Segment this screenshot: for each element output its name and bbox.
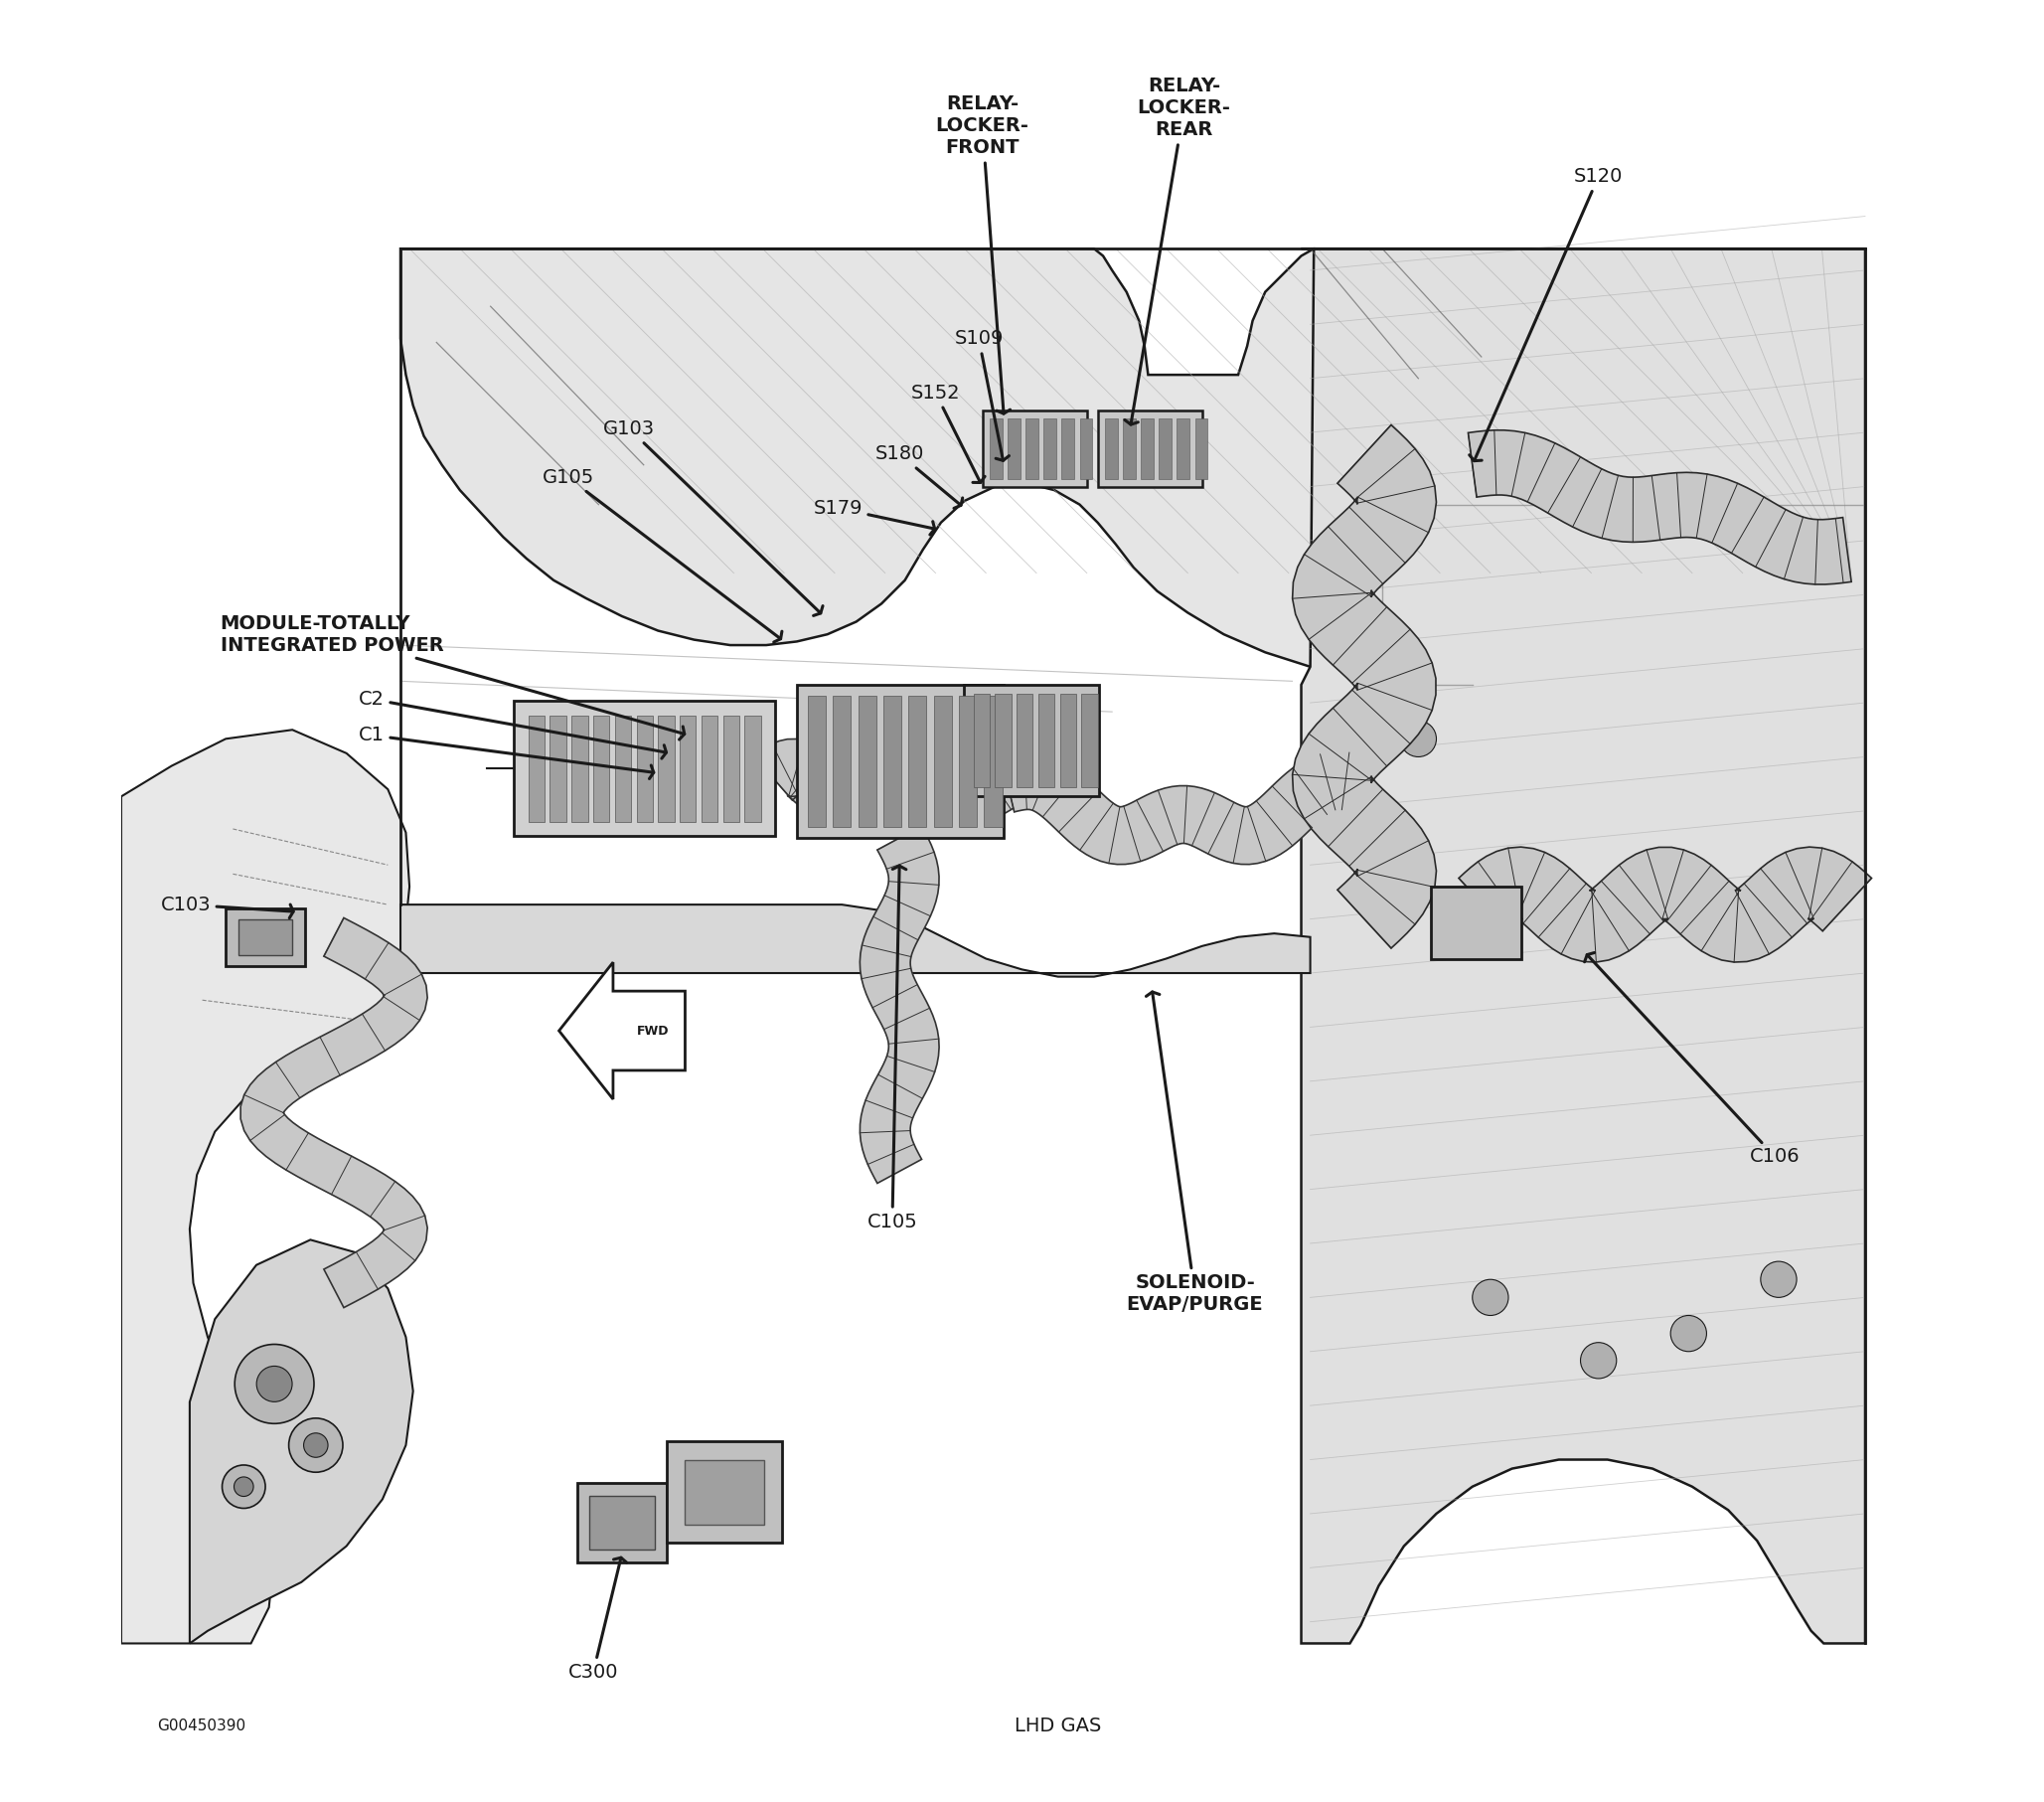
Text: S179: S179 — [814, 499, 934, 535]
Text: SOLENOID-
EVAP/PURGE: SOLENOID- EVAP/PURGE — [1126, 991, 1263, 1314]
Text: S152: S152 — [912, 384, 985, 483]
Bar — [1177, 418, 1190, 479]
Text: RELAY-
LOCKER-
FRONT: RELAY- LOCKER- FRONT — [936, 96, 1028, 414]
Bar — [995, 694, 1012, 787]
Circle shape — [1670, 1315, 1707, 1352]
FancyBboxPatch shape — [513, 701, 775, 836]
Circle shape — [223, 1465, 266, 1508]
Bar — [1061, 694, 1075, 787]
Polygon shape — [558, 962, 685, 1099]
Bar — [1038, 694, 1055, 787]
Bar — [636, 715, 652, 822]
Bar — [983, 411, 1087, 487]
Bar — [797, 685, 1004, 838]
Polygon shape — [1292, 425, 1437, 948]
Bar — [1159, 418, 1171, 479]
Bar — [1122, 418, 1136, 479]
Bar — [685, 1460, 764, 1524]
Circle shape — [1580, 1342, 1617, 1379]
Bar — [1431, 887, 1521, 959]
Circle shape — [305, 1433, 327, 1458]
Bar — [744, 715, 760, 822]
Text: S109: S109 — [955, 330, 1010, 461]
Polygon shape — [401, 905, 1310, 977]
Bar — [934, 696, 953, 827]
Text: LHD GAS: LHD GAS — [1014, 1717, 1102, 1735]
Bar — [666, 1442, 783, 1543]
Text: C105: C105 — [867, 865, 918, 1231]
Bar — [1016, 694, 1032, 787]
Circle shape — [1760, 1261, 1797, 1297]
Bar — [724, 715, 740, 822]
Bar — [593, 715, 609, 822]
Bar — [681, 715, 695, 822]
Bar — [807, 696, 826, 827]
Bar — [832, 696, 850, 827]
Bar — [1196, 418, 1208, 479]
Bar — [239, 919, 292, 955]
Bar — [1008, 418, 1020, 479]
Bar — [973, 694, 989, 787]
Circle shape — [1472, 1279, 1508, 1315]
Text: C103: C103 — [161, 896, 294, 917]
Bar — [572, 715, 589, 822]
Bar — [225, 908, 305, 966]
Bar — [1044, 418, 1057, 479]
Bar — [959, 696, 977, 827]
Text: FWD: FWD — [636, 1024, 668, 1038]
Text: RELAY-
LOCKER-
REAR: RELAY- LOCKER- REAR — [1124, 77, 1230, 425]
Bar — [550, 715, 566, 822]
Polygon shape — [401, 249, 1864, 681]
Bar — [1106, 418, 1118, 479]
Polygon shape — [1002, 751, 1365, 865]
Circle shape — [288, 1418, 343, 1472]
Text: MODULE-TOTALLY
INTEGRATED POWER: MODULE-TOTALLY INTEGRATED POWER — [221, 614, 685, 739]
Bar — [1061, 418, 1075, 479]
Text: C300: C300 — [568, 1557, 628, 1681]
Circle shape — [1400, 721, 1437, 757]
Bar — [983, 696, 1002, 827]
Text: G103: G103 — [603, 420, 824, 616]
Polygon shape — [1468, 431, 1852, 584]
Bar — [1141, 418, 1153, 479]
Polygon shape — [190, 1240, 413, 1643]
Bar — [615, 715, 632, 822]
Circle shape — [233, 1478, 253, 1496]
Bar — [1026, 418, 1038, 479]
Bar — [965, 685, 1100, 796]
Bar — [908, 696, 926, 827]
Bar — [576, 1483, 666, 1562]
Text: C106: C106 — [1584, 953, 1801, 1166]
Polygon shape — [1459, 847, 1872, 962]
Text: S180: S180 — [875, 445, 963, 508]
Bar — [883, 696, 901, 827]
Circle shape — [235, 1344, 315, 1424]
Bar — [1098, 411, 1202, 487]
Text: G105: G105 — [542, 469, 783, 642]
Bar — [658, 715, 675, 822]
Text: S120: S120 — [1470, 168, 1623, 461]
Bar — [989, 418, 1002, 479]
Polygon shape — [754, 739, 1022, 818]
Bar — [701, 715, 717, 822]
Polygon shape — [861, 825, 938, 1184]
Polygon shape — [1302, 249, 1864, 1643]
Polygon shape — [241, 917, 427, 1308]
Polygon shape — [121, 730, 409, 1643]
Bar — [529, 715, 544, 822]
Bar — [858, 696, 877, 827]
Text: C2: C2 — [360, 690, 666, 759]
Text: G00450390: G00450390 — [157, 1719, 245, 1734]
Bar — [1079, 418, 1091, 479]
Circle shape — [258, 1366, 292, 1402]
Text: C1: C1 — [360, 726, 654, 778]
Bar — [1081, 694, 1098, 787]
Bar — [589, 1496, 654, 1550]
